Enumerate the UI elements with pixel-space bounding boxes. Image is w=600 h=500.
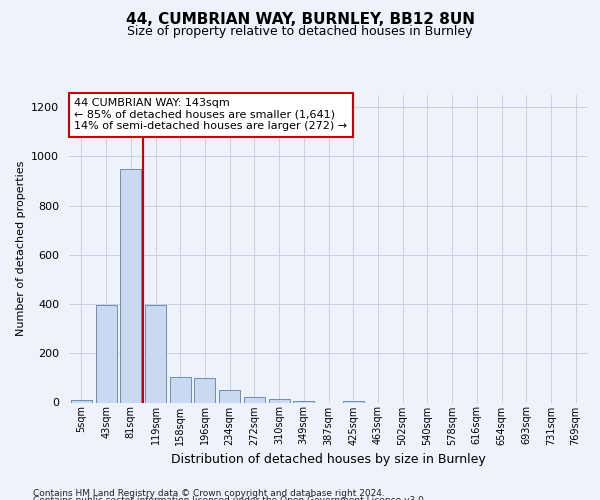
Bar bbox=[95, 306, 116, 402]
Bar bbox=[145, 306, 166, 402]
X-axis label: Distribution of detached houses by size in Burnley: Distribution of detached houses by size … bbox=[171, 453, 486, 466]
Bar bbox=[71, 400, 92, 402]
Bar bbox=[194, 378, 215, 402]
Text: Size of property relative to detached houses in Burnley: Size of property relative to detached ho… bbox=[127, 25, 473, 38]
Bar bbox=[343, 400, 364, 402]
Text: 44, CUMBRIAN WAY, BURNLEY, BB12 8UN: 44, CUMBRIAN WAY, BURNLEY, BB12 8UN bbox=[125, 12, 475, 28]
Bar bbox=[120, 169, 141, 402]
Y-axis label: Number of detached properties: Number of detached properties bbox=[16, 161, 26, 336]
Text: Contains HM Land Registry data © Crown copyright and database right 2024.: Contains HM Land Registry data © Crown c… bbox=[33, 488, 385, 498]
Bar bbox=[293, 400, 314, 402]
Bar bbox=[244, 397, 265, 402]
Bar bbox=[219, 390, 240, 402]
Text: 44 CUMBRIAN WAY: 143sqm
← 85% of detached houses are smaller (1,641)
14% of semi: 44 CUMBRIAN WAY: 143sqm ← 85% of detache… bbox=[74, 98, 347, 132]
Bar bbox=[170, 376, 191, 402]
Bar bbox=[269, 399, 290, 402]
Text: Contains public sector information licensed under the Open Government Licence v3: Contains public sector information licen… bbox=[33, 496, 427, 500]
